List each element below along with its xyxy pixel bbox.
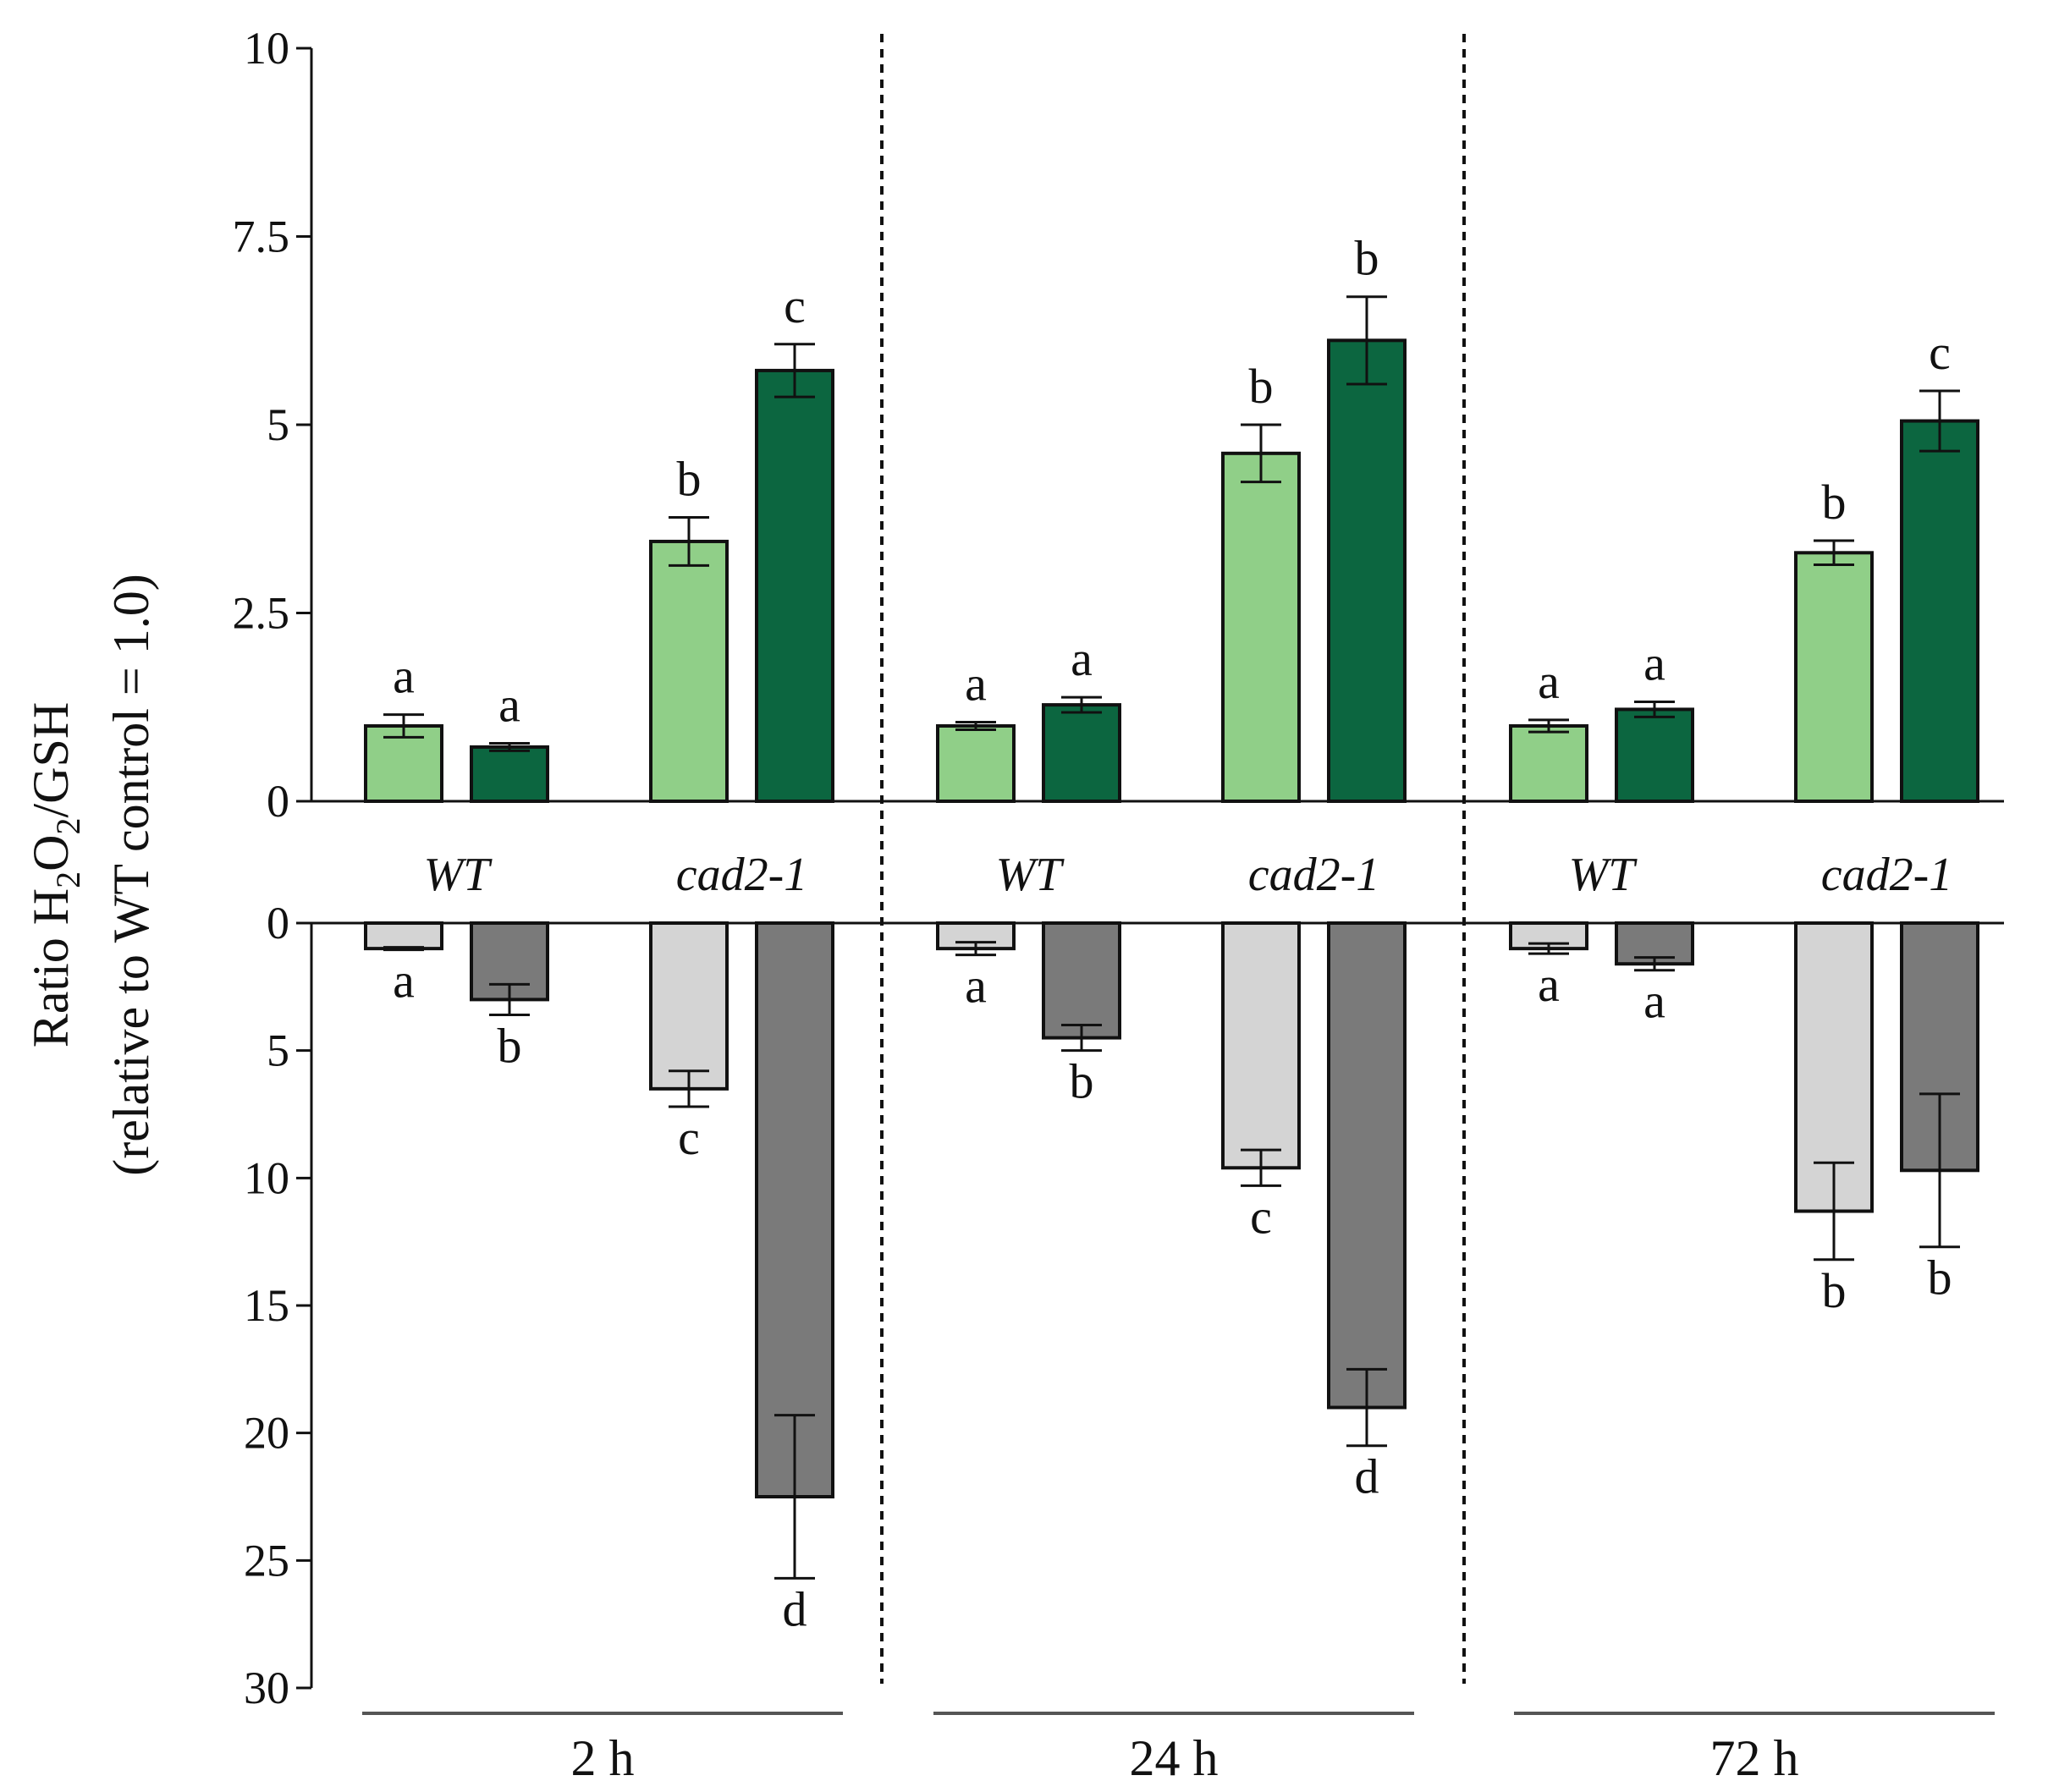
significance-letter-bottom: b — [1928, 1251, 1952, 1306]
genotype-label: cad2-1 — [1821, 849, 1953, 901]
genotype-label: cad2-1 — [1248, 849, 1380, 901]
y-axis-label-line2: (relative to WT control = 1.0) — [103, 574, 159, 1175]
significance-letter-top: a — [965, 657, 987, 712]
bar-top — [1509, 724, 1588, 803]
significance-letter-top: a — [393, 649, 415, 704]
y-tick-label-bottom: 20 — [244, 1408, 289, 1459]
bar-bottom — [1327, 921, 1407, 1410]
significance-letter-top: c — [784, 278, 806, 333]
bar-bottom — [1900, 921, 1979, 1173]
significance-letter-top: b — [1822, 475, 1847, 530]
labels-layer: 0 2.5 5 7.5 10 0 5 10 15 20 25 30 WT a a a b cad2-1 b c c d 2 … — [233, 23, 1953, 1786]
genotype-label: WT — [424, 849, 493, 901]
bar-top — [1327, 338, 1407, 803]
significance-letter-bottom: b — [1070, 1054, 1094, 1109]
significance-letter-bottom: c — [678, 1110, 700, 1165]
significance-letter-bottom: a — [1643, 974, 1665, 1029]
genotype-label: WT — [1569, 849, 1638, 901]
significance-letter-bottom: d — [1355, 1449, 1379, 1504]
bar-top — [649, 539, 729, 803]
significance-letter-bottom: a — [965, 959, 987, 1014]
significance-letter-top: a — [498, 677, 520, 732]
bar-top — [1615, 707, 1694, 803]
bar-bottom — [755, 921, 834, 1498]
bar-top — [1042, 703, 1121, 804]
significance-letter-top: b — [1355, 231, 1379, 286]
y-tick-label-bottom: 25 — [244, 1535, 289, 1586]
y-tick-label-top: 10 — [244, 23, 289, 74]
y-tick-label-bottom: 10 — [244, 1152, 289, 1203]
y-tick-label-bottom: 30 — [244, 1663, 289, 1713]
y-tick-label-top: 7.5 — [233, 212, 290, 262]
significance-letter-bottom: b — [498, 1018, 522, 1073]
bar-bottom — [936, 921, 1016, 951]
bar-top — [1794, 551, 1874, 803]
time-point-label: 2 h — [571, 1730, 635, 1786]
significance-letter-top: c — [1929, 325, 1951, 380]
bars-layer — [364, 295, 1979, 1580]
genotype-label: WT — [996, 849, 1065, 901]
y-tick-label-top: 5 — [267, 399, 289, 450]
time-point-label: 72 h — [1710, 1730, 1799, 1786]
significance-letter-bottom: b — [1822, 1263, 1847, 1318]
y-axis-label: Ratio H2O2/GSH — [23, 702, 87, 1047]
bar-top — [936, 724, 1016, 803]
bar-top — [470, 745, 549, 803]
significance-letter-top: a — [1643, 636, 1665, 691]
significance-letter-top: a — [1071, 631, 1093, 686]
significance-letter-top: a — [1538, 654, 1560, 709]
significance-letter-bottom: a — [1538, 957, 1560, 1012]
bar-bottom — [649, 921, 729, 1091]
significance-letter-bottom: d — [783, 1581, 807, 1636]
y-tick-label-bottom: 0 — [267, 898, 289, 948]
bar-bottom — [1221, 921, 1301, 1170]
significance-letter-top: b — [677, 451, 702, 506]
bar-bottom — [364, 921, 443, 951]
bar-bottom — [1615, 921, 1694, 966]
bar-top — [1221, 451, 1301, 803]
genotype-label: cad2-1 — [676, 849, 808, 901]
bar-top — [1900, 419, 1979, 803]
y-tick-label-bottom: 15 — [244, 1280, 289, 1331]
y-tick-label-bottom: 5 — [267, 1025, 289, 1076]
significance-letter-bottom: a — [393, 954, 415, 1009]
bar-bottom — [1042, 921, 1121, 1040]
y-tick-label-top: 0 — [267, 776, 289, 827]
significance-letter-top: b — [1249, 359, 1274, 414]
bar-top — [755, 368, 834, 803]
y-tick-label-top: 2.5 — [233, 588, 290, 639]
time-point-label: 24 h — [1130, 1730, 1219, 1786]
significance-letter-bottom: c — [1250, 1189, 1272, 1244]
axis-layer — [296, 34, 2004, 1715]
